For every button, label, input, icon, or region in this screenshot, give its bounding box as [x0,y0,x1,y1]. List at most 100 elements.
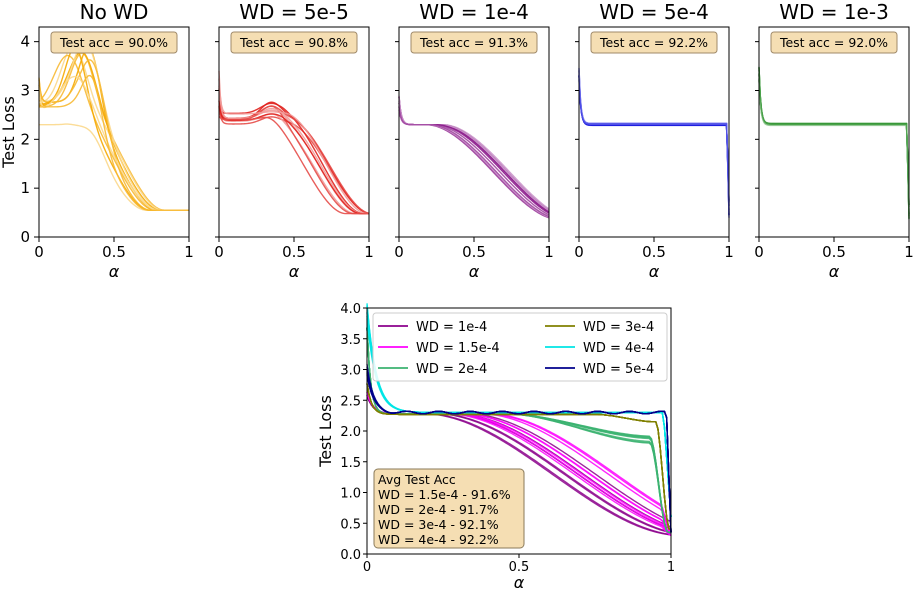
accuracy-label: Test acc = 90.8% [239,35,348,50]
x-tick-label: 0 [34,243,44,261]
series-line [38,47,189,211]
x-tick-label: 0.5 [509,560,530,575]
series-line [578,74,730,216]
legend-label: WD = 1.5e-4 [416,341,500,356]
legend-label: WD = 2e-4 [416,362,487,377]
series-line [578,78,730,211]
axes-frame [398,26,550,238]
series-line [39,74,189,211]
series-line [758,67,910,220]
series-6 [366,363,672,533]
legend-frame [372,312,668,382]
x-axis-label: α [289,262,300,281]
series-line [218,85,369,215]
y-axis-label: Test Loss [316,395,335,468]
series-line [38,54,189,211]
subplot-3: WD = 1e-4 Test acc = 91.3% 0 0.5 1 α [394,0,554,281]
curve-group [398,95,550,219]
x-tick-label: 1 [904,243,914,261]
x-tick-label: 1 [184,243,194,261]
y-tick-label: 1.0 [340,487,361,502]
main-subplot: 0.0 0.5 1.0 1.5 2.0 2.5 3.0 3.5 4.0 Test Loss 0 0.5… [316,302,675,592]
series-line [578,68,730,201]
legend-label: WD = 3e-4 [583,320,654,335]
series-line [366,372,672,533]
x-tick-label: 0 [574,243,584,261]
y-tick-label: 0 [20,228,30,246]
y-tick-label: 3 [20,81,30,99]
series-line [38,52,189,211]
x-axis-label: α [649,262,660,281]
series-line [38,50,189,211]
x-tick-label: 0.5 [102,243,126,261]
subplot-title: No WD [80,0,149,24]
accuracy-box [50,31,178,54]
series-line [578,75,730,206]
series-line [398,96,550,214]
series-line [758,80,910,206]
accuracy-box [230,31,358,54]
x-tick-label: 1 [364,243,374,261]
axes-frame [578,26,730,238]
y-tick-label: 3.5 [340,333,361,348]
y-tick-label: 2.0 [340,425,361,440]
subplot-5: WD = 1e-3 Test acc = 92.0% 0 0.5 1 α [754,0,914,281]
x-tick-label: 0.5 [822,243,846,261]
y-axis-label: Test Loss [0,96,18,169]
x-axis-label: α [829,262,840,281]
y-tick-label: 0.0 [340,548,361,563]
series-line [398,102,550,219]
series-line [758,70,910,215]
series-line [758,66,910,211]
accuracy-label: Test acc = 92.0% [779,35,888,50]
y-tick-label: 4 [20,33,30,51]
series-line [38,45,189,211]
x-axis-label: α [109,262,120,281]
y-tick-label: 1.5 [340,456,361,471]
curve-group [38,41,189,211]
series-line [758,79,910,219]
legend: WD = 1e-4 WD = 1.5e-4 WD = 2e-4 WD = 3e-4 WD… [372,312,668,382]
y-tick-label: 4.0 [340,302,361,317]
legend-label: WD = 5e-4 [583,362,654,377]
subplot-title: WD = 5e-5 [239,0,349,24]
x-tick-label: 0.5 [462,243,486,261]
y-tick-label: 2.5 [340,394,361,409]
subplot-title: WD = 5e-4 [599,0,709,24]
legend-label: WD = 1e-4 [416,320,487,335]
x-tick-label: 0 [754,243,764,261]
axes-frame [38,26,190,238]
series-line [218,88,370,215]
series-line [398,106,550,218]
curve-group [366,303,672,537]
x-axis-label: α [469,262,480,281]
accuracy-line: WD = 1.5e-4 - 91.6% [378,487,511,502]
subplot-4: WD = 5e-4 Test acc = 92.2% 0 0.5 1 α [574,0,734,281]
x-tick-label: 1 [667,560,675,575]
y-tick-label: 2 [20,130,30,148]
curve-group [578,67,730,218]
series-line [758,66,910,217]
series-line [578,72,730,214]
subplot-2: WD = 5e-5 Test acc = 90.8% 0 0.5 1 α [214,0,374,281]
accuracy-box [590,31,718,54]
series-line [758,73,910,206]
series-line [578,70,730,203]
x-axis-label: α [514,573,525,592]
curve-group [218,70,370,215]
accuracy-line: WD = 3e-4 - 92.1% [378,517,499,532]
accuracy-box [770,31,898,54]
x-tick-label: 1 [724,243,734,261]
accuracy-label: Test acc = 92.2% [599,35,708,50]
series-line [578,74,730,216]
series-line [218,115,369,215]
series-line [38,47,189,211]
x-tick-label: 0 [394,243,404,261]
y-tick-label: 3.0 [340,364,361,379]
subplot-title: WD = 1e-3 [779,0,889,24]
x-tick-label: 1 [544,243,554,261]
series-line [578,69,730,207]
curve-group [758,66,910,220]
x-tick-label: 0 [363,560,371,575]
accuracy-label: Test acc = 90.0% [59,35,168,50]
